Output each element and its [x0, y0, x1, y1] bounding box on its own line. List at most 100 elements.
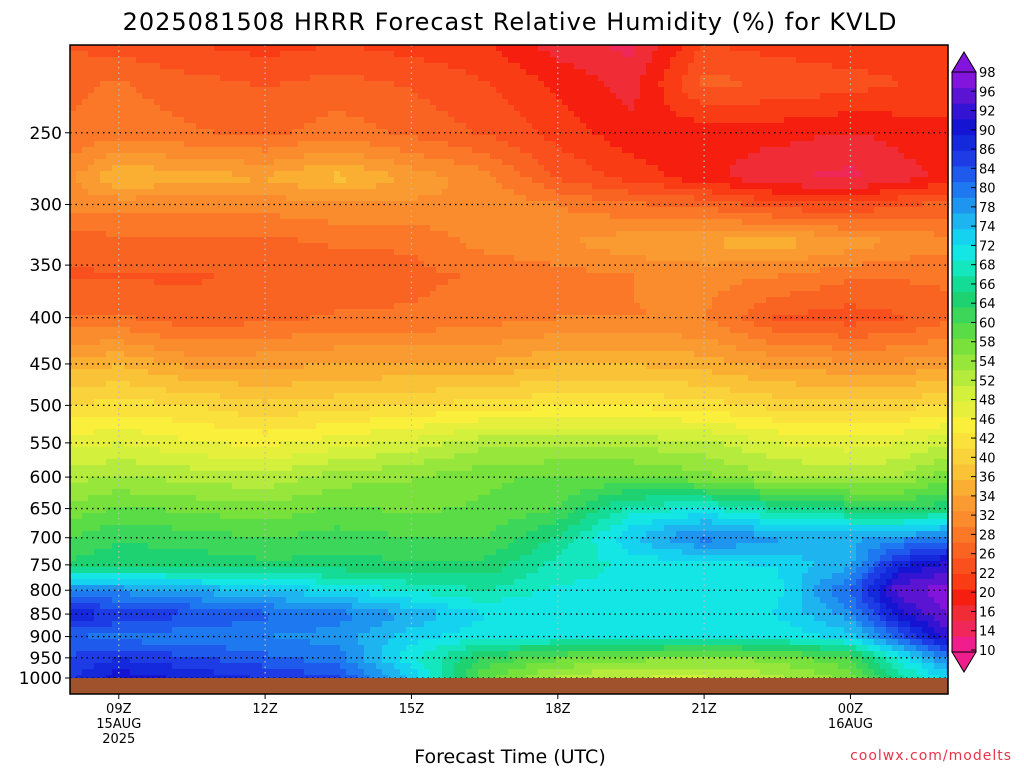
heatmap-cell	[310, 549, 317, 556]
heatmap-cell	[184, 345, 191, 352]
heatmap-cell	[262, 561, 269, 568]
heatmap-cell	[346, 633, 353, 640]
heatmap-cell	[190, 465, 197, 472]
heatmap-cell	[250, 291, 257, 298]
heatmap-cell	[244, 453, 251, 460]
heatmap-cell	[304, 447, 311, 454]
heatmap-cell	[340, 567, 347, 574]
heatmap-cell	[154, 603, 161, 610]
heatmap-cell	[298, 285, 305, 292]
heatmap-cell	[280, 51, 287, 58]
heatmap-cell	[136, 393, 143, 400]
heatmap-cell	[112, 237, 119, 244]
heatmap-cell	[274, 63, 281, 70]
heatmap-cell	[70, 273, 77, 280]
heatmap-cell	[196, 651, 203, 658]
heatmap-cell	[190, 579, 197, 586]
heatmap-cell	[316, 291, 323, 298]
heatmap-cell	[118, 129, 125, 136]
heatmap-cell	[328, 111, 335, 118]
heatmap-cell	[274, 447, 281, 454]
heatmap-cell	[298, 309, 305, 316]
heatmap-cell	[154, 333, 161, 340]
heatmap-cell	[154, 81, 161, 88]
heatmap-cell	[280, 381, 287, 388]
heatmap-cell	[76, 597, 83, 604]
heatmap-cell	[262, 261, 269, 268]
heatmap-cell	[232, 579, 239, 586]
heatmap-cell	[136, 129, 143, 136]
heatmap-cell	[136, 411, 143, 418]
heatmap-cell	[280, 375, 287, 382]
heatmap-cell	[310, 645, 317, 652]
heatmap-cell	[142, 99, 149, 106]
heatmap-cell	[346, 549, 353, 556]
heatmap-cell	[112, 351, 119, 358]
heatmap-cell	[328, 141, 335, 148]
heatmap-cell	[316, 45, 323, 52]
heatmap-cell	[148, 273, 155, 280]
heatmap-cell	[106, 237, 113, 244]
heatmap-cell	[70, 201, 77, 208]
heatmap-cell	[148, 177, 155, 184]
heatmap-cell	[226, 447, 233, 454]
heatmap-cell	[94, 201, 101, 208]
heatmap-cell	[340, 549, 347, 556]
heatmap-cell	[142, 627, 149, 634]
heatmap-cell	[268, 507, 275, 514]
heatmap-cell	[106, 195, 113, 202]
heatmap-cell	[118, 135, 125, 142]
heatmap-cell	[292, 573, 299, 580]
heatmap-cell	[172, 255, 179, 262]
heatmap-cell	[190, 507, 197, 514]
heatmap-cell	[238, 495, 245, 502]
heatmap-cell	[106, 507, 113, 514]
heatmap-cell	[106, 345, 113, 352]
heatmap-cell	[322, 213, 329, 220]
heatmap-cell	[136, 273, 143, 280]
heatmap-cell	[148, 417, 155, 424]
heatmap-cell	[208, 117, 215, 124]
heatmap-cell	[166, 645, 173, 652]
heatmap-cell	[154, 363, 161, 370]
heatmap-cell	[298, 657, 305, 664]
heatmap-cell	[280, 417, 287, 424]
heatmap-cell	[352, 57, 359, 64]
heatmap-cell	[286, 471, 293, 478]
heatmap-cell	[298, 249, 305, 256]
heatmap-cell	[352, 81, 359, 88]
heatmap-cell	[232, 519, 239, 526]
heatmap-cell	[316, 135, 323, 142]
heatmap-cell	[256, 507, 263, 514]
heatmap-cell	[298, 237, 305, 244]
heatmap-cell	[346, 477, 353, 484]
heatmap-cell	[340, 663, 347, 670]
heatmap-cell	[238, 615, 245, 622]
heatmap-cell	[106, 339, 113, 346]
heatmap-cell	[70, 645, 77, 652]
heatmap-cell	[292, 303, 299, 310]
heatmap-cell	[112, 273, 119, 280]
heatmap-cell	[118, 237, 125, 244]
heatmap-cell	[88, 483, 95, 490]
heatmap-cell	[208, 51, 215, 58]
heatmap-cell	[304, 105, 311, 112]
heatmap-cell	[76, 561, 83, 568]
heatmap-cell	[124, 165, 131, 172]
heatmap-cell	[232, 345, 239, 352]
heatmap-cell	[190, 285, 197, 292]
heatmap-cell	[280, 45, 287, 52]
heatmap-cell	[304, 543, 311, 550]
heatmap-cell	[226, 273, 233, 280]
heatmap-cell	[70, 621, 77, 628]
heatmap-cell	[292, 537, 299, 544]
heatmap-cell	[184, 87, 191, 94]
heatmap-cell	[196, 669, 203, 676]
heatmap-cell	[304, 441, 311, 448]
heatmap-cell	[118, 51, 125, 58]
heatmap-cell	[256, 279, 263, 286]
heatmap-cell	[274, 261, 281, 268]
heatmap-cell	[238, 381, 245, 388]
heatmap-cell	[322, 543, 329, 550]
heatmap-cell	[280, 219, 287, 226]
